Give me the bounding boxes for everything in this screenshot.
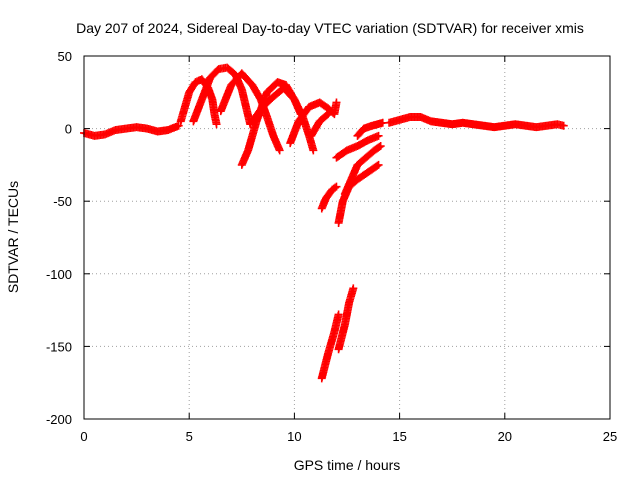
x-axis-title: GPS time / hours bbox=[294, 457, 401, 473]
series-fall4 bbox=[332, 131, 383, 162]
x-tick-label: 5 bbox=[186, 429, 193, 444]
data-point bbox=[332, 182, 341, 191]
data-point bbox=[324, 110, 333, 119]
y-tick-label: -100 bbox=[46, 267, 72, 282]
series-arc4 bbox=[216, 69, 284, 155]
data-point bbox=[309, 146, 318, 155]
grid bbox=[84, 56, 610, 419]
y-tick-label: -50 bbox=[53, 194, 72, 209]
y-tick-label: 50 bbox=[58, 49, 72, 64]
x-tick-label: 15 bbox=[392, 429, 406, 444]
data-point bbox=[334, 310, 343, 319]
chart-title: Day 207 of 2024, Sidereal Day-to-day VTE… bbox=[76, 20, 584, 36]
data-point bbox=[374, 131, 383, 140]
data-point bbox=[373, 161, 382, 170]
data-points bbox=[80, 63, 568, 383]
data-point bbox=[212, 120, 221, 129]
data-point bbox=[559, 121, 568, 130]
data-point bbox=[349, 284, 358, 293]
data-point bbox=[331, 183, 340, 192]
plot-frame bbox=[83, 55, 611, 420]
series-fall1 bbox=[317, 182, 341, 213]
y-axis-title: SDTVAR / TECUs bbox=[5, 181, 21, 293]
data-point bbox=[174, 121, 183, 130]
series-drop2 bbox=[334, 284, 358, 354]
y-tick-label: -200 bbox=[46, 412, 72, 427]
data-point bbox=[322, 111, 331, 120]
data-point bbox=[332, 98, 341, 107]
series-fall3 bbox=[340, 142, 385, 198]
ticks: 0 5 10 15 20 25 50 0 -50 -100 -150 -200 bbox=[46, 49, 617, 444]
x-tick-label: 10 bbox=[287, 429, 301, 444]
series-drop1 bbox=[317, 310, 343, 383]
y-tick-label: 0 bbox=[65, 122, 72, 137]
data-point bbox=[375, 142, 384, 151]
x-tick-label: 0 bbox=[80, 429, 87, 444]
series-arc7 bbox=[307, 110, 333, 140]
series-tail bbox=[385, 112, 568, 132]
y-tick-label: -150 bbox=[46, 339, 72, 354]
data-point bbox=[275, 146, 284, 155]
series-baseline bbox=[80, 121, 183, 140]
x-tick-label: 20 bbox=[498, 429, 512, 444]
x-tick-label: 25 bbox=[603, 429, 617, 444]
data-point bbox=[374, 160, 383, 169]
series-arc2 bbox=[189, 63, 255, 129]
data-point bbox=[376, 142, 385, 151]
series-arc6 bbox=[286, 98, 341, 148]
